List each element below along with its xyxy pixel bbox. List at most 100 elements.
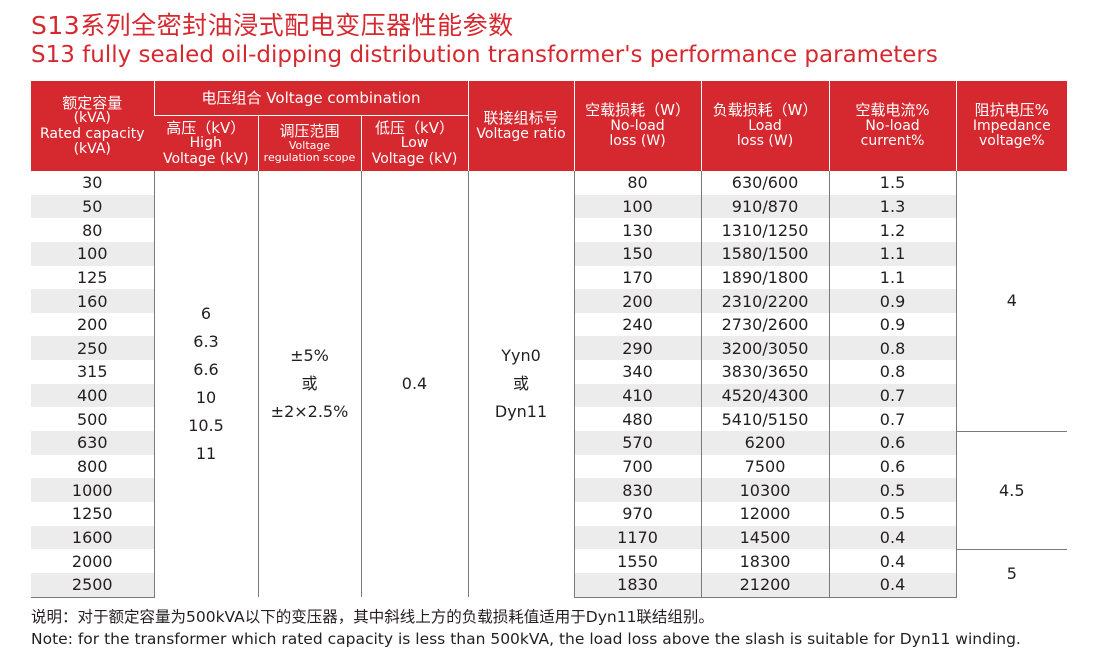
capacity-cell: 630 <box>31 431 154 455</box>
no-load-current-cell: 1.1 <box>828 265 957 290</box>
table-row: 160 200 2310/2200 0.9 <box>31 289 1067 313</box>
table-row: 400 410 4520/4300 0.7 <box>31 383 1067 408</box>
voltage-ratio-value: 或 <box>513 374 530 394</box>
header-label: Low <box>400 135 429 152</box>
load-loss-cell: 7500 <box>700 454 830 479</box>
load-loss-cell: 18300 <box>700 549 830 573</box>
header-label: 负载损耗（W） <box>712 101 818 120</box>
no-load-current-cell: 0.9 <box>828 289 957 313</box>
header-label: 联接组标号 <box>483 109 559 128</box>
no-load-current-cell: 0.8 <box>828 336 957 361</box>
impedance-cell: 4.5 <box>955 431 1068 550</box>
regulation-value: 或 <box>301 374 318 394</box>
header-label: (kVA) <box>73 140 111 157</box>
header-impedance: 阻抗电压% Impedance voltage% <box>955 81 1068 171</box>
no-load-loss-cell: 340 <box>573 360 702 384</box>
table-row: 630 570 6200 0.6 4.5 <box>31 431 1068 550</box>
no-load-current-cell: 0.6 <box>828 454 957 479</box>
load-loss-cell: 4520/4300 <box>700 383 830 408</box>
table-row: 2000 1550 18300 0.4 5 <box>31 549 1068 598</box>
header-label: voltage% <box>978 133 1045 150</box>
capacity-cell: 80 <box>82 220 103 240</box>
no-load-current-cell: 0.4 <box>828 549 957 573</box>
no-load-loss-cell: 170 <box>573 265 702 290</box>
load-loss-cell: 910/870 <box>700 194 830 219</box>
capacity-cell: 30 <box>82 173 103 193</box>
impedance-cell: 4 <box>955 171 1068 432</box>
capacity-cell: 2500 <box>31 572 154 598</box>
performance-table: 额定容量 (kVA) Rated capacity (kVA) 电压组合 Vol… <box>31 81 1068 598</box>
capacity-cell: 1250 <box>71 504 113 524</box>
regulation-scope-cell: ±5% 或 ±2×2.5% <box>257 171 361 598</box>
header-label: 电压组合 Voltage combination <box>201 88 421 107</box>
header-label: No-load <box>610 117 665 134</box>
table-body: 30 6 6.3 6.6 10 10.5 11 ±5% 或 ±2×2.5% 0.4 Yyn0 或 Dyn1… <box>31 171 1068 598</box>
no-load-current-cell: 1.3 <box>828 194 957 219</box>
load-loss-cell: 6200 <box>700 431 830 455</box>
load-loss-cell: 10300 <box>700 478 830 502</box>
note-english: Note: for the transformer which rated ca… <box>31 630 1021 648</box>
no-load-loss-cell: 830 <box>573 478 702 502</box>
header-label: 调压范围 <box>279 122 340 141</box>
no-load-loss-cell: 200 <box>573 289 702 313</box>
load-loss-cell: 3830/3650 <box>700 360 830 384</box>
no-load-current-cell: 0.6 <box>828 431 957 455</box>
no-load-loss-cell: 410 <box>573 383 702 408</box>
no-load-loss-cell: 1830 <box>573 572 702 598</box>
header-label: Voltage (kV) <box>371 150 458 167</box>
table-row: 100 150 1580/1500 1.1 <box>31 241 1067 266</box>
table-row: 30 6 6.3 6.6 10 10.5 11 ±5% 或 ±2×2.5% 0.4 Yyn0 或 Dyn1… <box>31 171 1068 598</box>
header-label: 高压（kV） <box>166 118 246 137</box>
load-loss-cell: 3200/3050 <box>700 336 830 361</box>
table-row: 80 130 1310/1250 1.2 <box>31 218 1067 242</box>
capacity-cell: 500 <box>76 409 108 429</box>
load-loss-cell: 21200 <box>700 572 830 598</box>
header-rated-capacity: 额定容量 (kVA) Rated capacity (kVA) <box>31 81 154 171</box>
header-label: High <box>189 135 222 152</box>
voltage-ratio-value: Dyn11 <box>494 402 548 422</box>
no-load-loss-cell: 1170 <box>573 525 702 550</box>
table-row: 2500 1830 21200 0.4 <box>31 572 1067 598</box>
high-voltage-value: 11 <box>195 444 217 464</box>
header-low-voltage: 低压（kV） Low Voltage (kV) <box>360 115 469 171</box>
capacity-cell: 100 <box>31 241 154 266</box>
header-voltage-ratio: 联接组标号 Voltage ratio <box>467 81 575 171</box>
header-label: 空载损耗（W） <box>585 101 690 120</box>
header-label: 额定容量 <box>62 93 123 112</box>
header-voltage-combination: 电压组合 Voltage combination <box>153 81 469 116</box>
no-load-current-cell: 0.9 <box>828 312 957 337</box>
header-label: No-load <box>865 117 920 134</box>
no-load-current-cell: 0.4 <box>828 572 957 598</box>
capacity-cell: 200 <box>76 315 108 335</box>
header-label: loss (W) <box>609 133 666 150</box>
header-load-loss: 负载损耗（W） Load loss (W) <box>700 81 830 171</box>
load-loss-cell: 14500 <box>700 525 830 550</box>
regulation-value: ±2×2.5% <box>270 402 349 422</box>
capacity-cell: 125 <box>76 267 108 287</box>
high-voltage-value: 6 <box>200 304 212 324</box>
load-loss-cell: 5410/5150 <box>700 407 830 432</box>
no-load-loss-cell: 970 <box>573 501 702 526</box>
voltage-ratio-cell: Yyn0 或 Dyn11 <box>467 171 575 598</box>
header-label: Impedance <box>972 117 1051 134</box>
header-label: Rated capacity <box>39 125 145 142</box>
table-header: 额定容量 (kVA) Rated capacity (kVA) 电压组合 Vol… <box>31 81 1068 171</box>
voltage-ratio-value: Yyn0 <box>501 346 541 366</box>
page-title: S13系列全密封油浸式配电变压器性能参数 <box>31 11 514 40</box>
no-load-loss-cell: 150 <box>573 241 702 266</box>
load-loss-cell: 630/600 <box>700 171 830 195</box>
load-loss-cell: 2730/2600 <box>700 312 830 337</box>
header-label: 空载电流% <box>855 101 930 120</box>
load-loss-cell: 12000 <box>700 501 830 526</box>
no-load-current-cell: 0.8 <box>828 360 957 384</box>
table-row: 500 480 5410/5150 0.7 <box>31 407 1067 432</box>
header-label: Voltage <box>288 138 331 152</box>
capacity-cell: 1000 <box>31 478 154 502</box>
table-row: 200 240 2730/2600 0.9 <box>31 312 1067 337</box>
table-row: 50 100 910/870 1.3 <box>31 194 1067 219</box>
load-loss-cell: 1580/1500 <box>700 241 830 266</box>
high-voltage-value: 10.5 <box>188 416 224 436</box>
header-label: 低压（kV） <box>375 118 454 137</box>
capacity-cell: 800 <box>76 457 108 476</box>
header-label: loss (W) <box>736 133 794 150</box>
